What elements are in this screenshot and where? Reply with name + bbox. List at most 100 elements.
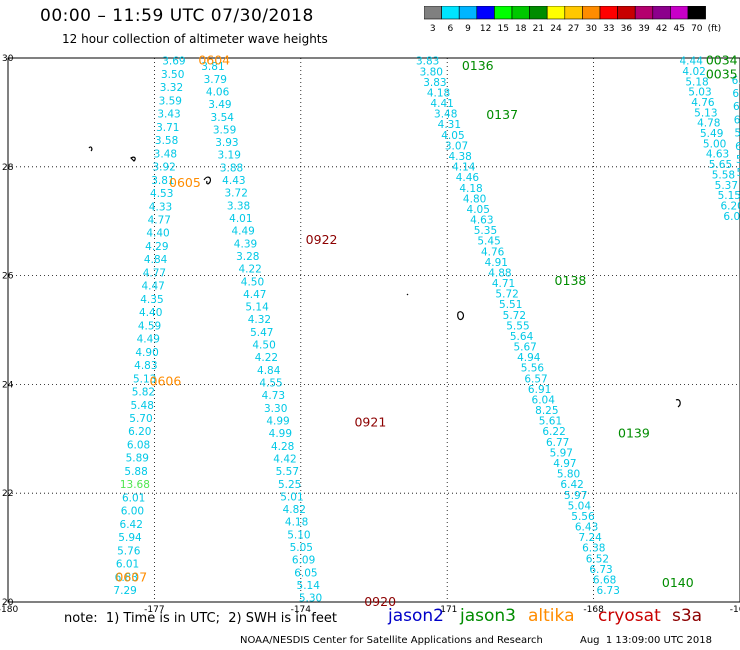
swh-value-label: 4.49 [137, 334, 160, 346]
colorbar-tick-label: 36 [621, 24, 633, 34]
swh-value-label: 4.05 [467, 204, 490, 216]
swh-value-label: 4.94 [517, 352, 541, 364]
colorbar-tick-label: 24 [550, 24, 562, 34]
swh-value-label: 6.43 [575, 522, 598, 534]
swh-value-label: 3.48 [434, 109, 457, 121]
swh-value-label: 5.47 [250, 327, 273, 339]
swh-value-label: 3.80 [420, 66, 443, 78]
pass-time-label: 0035 [706, 66, 738, 81]
swh-value-label: 5.97 [550, 447, 573, 459]
swh-value-label: 5.97 [564, 490, 587, 502]
colorbar-tick-label: 6 [448, 24, 454, 34]
swh-value-label: 4.02 [682, 66, 705, 78]
swh-value-label: 4.88 [488, 267, 511, 279]
swh-value-label: 6.9 [732, 75, 740, 87]
swh-value-label: 4.59 [138, 320, 161, 332]
swh-value-label: 6.09 [292, 555, 315, 567]
swh-value-label: 4.63 [706, 149, 729, 161]
pass-time-label: 0920 [364, 594, 396, 609]
swh-value-label: 6.73 [597, 585, 620, 597]
swh-value-label: 3.32 [160, 82, 183, 94]
swh-value-label: 4.33 [149, 201, 172, 213]
generated-timestamp: Aug 1 13:09:00 UTC 2018 [580, 635, 712, 646]
pass-time-label: 0138 [555, 273, 587, 288]
swh-value-label: 3.59 [213, 124, 236, 136]
colorbar-tick-label: 33 [603, 24, 614, 34]
colorbar-tick-label: 3 [430, 24, 436, 34]
map-frame [7, 57, 740, 603]
longitude-tick-label: -168 [583, 605, 604, 615]
swh-value-label: 6.4 [732, 88, 740, 100]
pass-time-label: 0139 [618, 425, 650, 440]
island-outline [203, 176, 212, 185]
swh-value-label: 5.6 [737, 167, 740, 179]
swh-value-label: 6.1 [735, 141, 740, 153]
mission-label-s3a: s3a [672, 606, 703, 626]
swh-value-label: 4.82 [283, 504, 306, 516]
swh-value-label: 6.42 [120, 519, 143, 531]
latitude-tick-label: 26 [2, 272, 14, 282]
mission-label-jason2: jason2 [388, 606, 444, 626]
swh-value-label: 7.24 [578, 532, 602, 544]
swh-value-label: 3.59 [159, 95, 182, 107]
colorbar-tick-label: 12 [480, 24, 491, 34]
swh-value-label: 6.57 [524, 373, 547, 385]
swh-value-label: 4.22 [255, 352, 278, 364]
swh-value-label: 4.84 [257, 365, 281, 377]
swh-value-label: 3.69 [162, 56, 185, 68]
swh-value-label: 3.38 [227, 200, 250, 212]
swh-value-label: 4.06 [206, 86, 230, 98]
swh-value-label: 5.14 [245, 302, 269, 314]
pass-time-label: 0921 [354, 414, 386, 429]
swh-value-label: 5.15 [718, 190, 740, 202]
swh-value-label: 6.91 [528, 384, 551, 396]
swh-value-label: 3.88 [220, 162, 243, 174]
pass-time-label: 0137 [486, 107, 518, 122]
swh-value-label: 5.13 [133, 373, 156, 385]
swh-value-label: 3.49 [208, 99, 231, 111]
pass-time-label: 0606 [150, 374, 182, 389]
swh-value-label: 5.61 [539, 416, 562, 428]
swh-value-label: 3.48 [154, 148, 177, 160]
swh-value-label: 3.79 [204, 74, 227, 86]
swh-value-label: 5.9 [736, 154, 740, 166]
mission-label-altika: altika [528, 606, 575, 626]
swh-value-label: 4.97 [553, 458, 576, 470]
island-outline [88, 146, 93, 152]
swh-value-label: 5.51 [499, 299, 522, 311]
pass-time-label: 0922 [306, 232, 338, 247]
swh-value-label: 5.13 [694, 107, 717, 119]
swh-value-label: 6.38 [582, 543, 605, 555]
swh-value-label: 5.82 [132, 387, 155, 399]
swh-value-label: 5.25 [278, 479, 301, 491]
colorbar-tick-label: 18 [515, 24, 527, 34]
swh-value-label: 3.83 [416, 56, 439, 68]
swh-value-label: 6.68 [593, 574, 616, 586]
swh-value-label: 4.50 [241, 276, 264, 288]
swh-value-label: 3.71 [156, 122, 179, 134]
mission-label-jason3: jason3 [460, 606, 516, 626]
swh-value-label: 4.29 [145, 241, 168, 253]
swh-value-label: 7.29 [113, 585, 136, 597]
swh-value-label: 3.81 [151, 175, 174, 187]
swh-value-label: 5.10 [287, 529, 310, 541]
credit-line: NOAA/NESDIS Center for Satellite Applica… [240, 635, 543, 646]
swh-value-label: 5.55 [506, 320, 529, 332]
swh-value-label: 4.53 [150, 188, 173, 200]
swh-value-label: 4.49 [231, 226, 254, 238]
swh-value-label: 4.14 [452, 162, 476, 174]
pass-time-label: 0607 [115, 570, 147, 585]
swh-value-label: 3.50 [161, 69, 184, 81]
swh-value-label: 3.54 [211, 112, 235, 124]
swh-value-label: 5.05 [290, 542, 313, 554]
swh-value-label: 4.40 [146, 228, 169, 240]
swh-value-label: 5.37 [715, 180, 738, 192]
latitude-tick-label: 30 [2, 54, 14, 64]
swh-value-label: 5.18 [685, 76, 708, 88]
swh-value-label: 4.43 [222, 175, 245, 187]
map-subtitle: 12 hour collection of altimeter wave hei… [62, 32, 328, 46]
latitude-tick-label: 20 [2, 598, 14, 608]
swh-value-label: 5.64 [510, 331, 534, 343]
swh-value-label: 4.28 [271, 441, 294, 453]
